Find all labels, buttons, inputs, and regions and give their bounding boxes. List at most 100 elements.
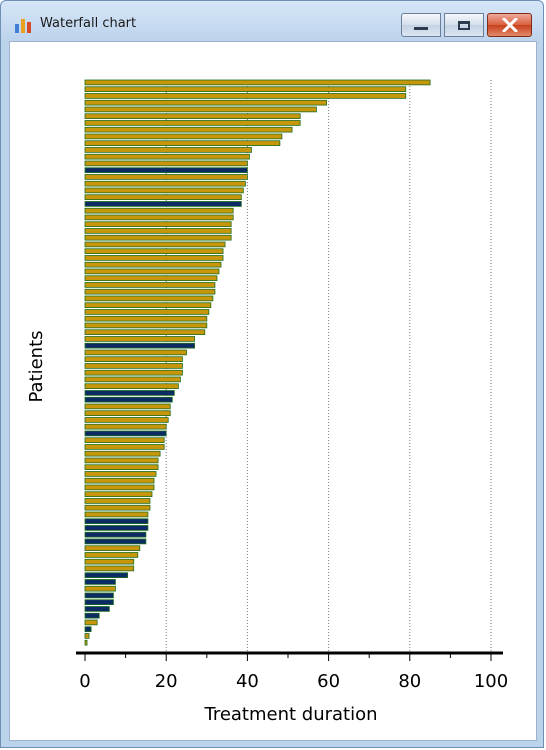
bar bbox=[84, 369, 183, 376]
maximize-button[interactable] bbox=[444, 13, 484, 37]
bar bbox=[84, 268, 220, 275]
bar bbox=[84, 356, 183, 363]
minimize-icon bbox=[414, 26, 428, 30]
bar bbox=[84, 518, 149, 525]
close-icon bbox=[502, 18, 517, 32]
bar bbox=[84, 180, 246, 187]
bar bbox=[84, 174, 248, 180]
bar bbox=[84, 410, 171, 417]
bar bbox=[84, 255, 224, 261]
waterfall-chart: 0 20 40 60 80 100 Treatment duration Patients bbox=[26, 79, 508, 725]
bar bbox=[84, 201, 242, 207]
bar bbox=[84, 403, 171, 410]
title-bar[interactable]: Waterfall chart bbox=[1, 1, 543, 41]
bar bbox=[84, 417, 169, 423]
bar bbox=[84, 126, 293, 133]
bar bbox=[84, 390, 175, 396]
bar bbox=[84, 491, 153, 498]
bar bbox=[84, 430, 167, 437]
bar bbox=[84, 309, 210, 315]
bar bbox=[84, 538, 147, 545]
bar bbox=[84, 383, 179, 390]
bar bbox=[84, 336, 196, 342]
bar bbox=[84, 275, 218, 282]
bar bbox=[84, 322, 208, 329]
x-tick-label: 0 bbox=[79, 671, 90, 692]
grid-lines bbox=[165, 80, 492, 653]
bar bbox=[84, 221, 232, 228]
bar bbox=[84, 639, 88, 646]
bar bbox=[84, 302, 212, 309]
chart-app-icon bbox=[15, 19, 31, 33]
x-axis-ticks: 0 20 40 60 80 100 bbox=[79, 654, 508, 692]
bar bbox=[84, 612, 100, 619]
bar bbox=[84, 585, 116, 592]
bar bbox=[84, 93, 407, 99]
bar bbox=[84, 423, 167, 430]
bar bbox=[84, 565, 135, 572]
bar bbox=[84, 79, 431, 86]
bar bbox=[84, 282, 216, 288]
maximize-icon bbox=[458, 20, 470, 30]
bar bbox=[84, 153, 250, 160]
bar bbox=[84, 295, 214, 302]
bar bbox=[84, 147, 252, 153]
bar bbox=[84, 234, 232, 241]
bar bbox=[84, 498, 151, 504]
bar bbox=[84, 140, 281, 147]
bar bbox=[84, 626, 92, 633]
bar bbox=[84, 160, 248, 167]
bar bbox=[84, 633, 90, 639]
bar bbox=[84, 86, 407, 93]
bar bbox=[84, 329, 206, 336]
bar bbox=[84, 592, 114, 599]
bar bbox=[84, 477, 155, 484]
minimize-button[interactable] bbox=[401, 13, 441, 37]
bar bbox=[84, 437, 165, 444]
bar bbox=[84, 619, 98, 626]
chart-area: 0 20 40 60 80 100 Treatment duration Patients bbox=[9, 41, 537, 741]
bar bbox=[84, 248, 224, 255]
bars bbox=[84, 79, 431, 646]
bar bbox=[84, 288, 216, 295]
bar bbox=[84, 444, 165, 450]
bar bbox=[84, 194, 242, 201]
bar bbox=[84, 450, 161, 457]
x-tick-label: 20 bbox=[155, 671, 178, 692]
bar bbox=[84, 471, 157, 477]
bar bbox=[84, 133, 283, 140]
bar bbox=[84, 241, 226, 248]
bar bbox=[84, 606, 110, 612]
bar bbox=[84, 464, 159, 471]
bar bbox=[84, 363, 183, 369]
bar bbox=[84, 525, 149, 531]
bar bbox=[84, 349, 187, 356]
bar bbox=[84, 315, 208, 322]
bar bbox=[84, 457, 159, 464]
bar bbox=[84, 531, 147, 538]
bar bbox=[84, 113, 301, 120]
y-axis-label: Patients bbox=[26, 330, 47, 402]
bar bbox=[84, 396, 173, 403]
bar bbox=[84, 558, 135, 565]
bar bbox=[84, 261, 222, 268]
bar bbox=[84, 511, 149, 518]
bar bbox=[84, 572, 129, 579]
bar bbox=[84, 599, 114, 606]
bar bbox=[84, 552, 139, 558]
bar bbox=[84, 504, 151, 511]
bar bbox=[84, 376, 181, 383]
bar bbox=[84, 99, 327, 106]
close-button[interactable] bbox=[487, 13, 532, 37]
bar bbox=[84, 207, 234, 214]
bar bbox=[84, 120, 301, 126]
bar bbox=[84, 167, 248, 174]
bar bbox=[84, 484, 155, 491]
window-title: Waterfall chart bbox=[40, 16, 137, 31]
bar bbox=[84, 106, 317, 113]
bar bbox=[84, 228, 232, 234]
bar bbox=[84, 545, 141, 552]
bar bbox=[84, 342, 196, 349]
x-axis-label: Treatment duration bbox=[203, 704, 377, 725]
